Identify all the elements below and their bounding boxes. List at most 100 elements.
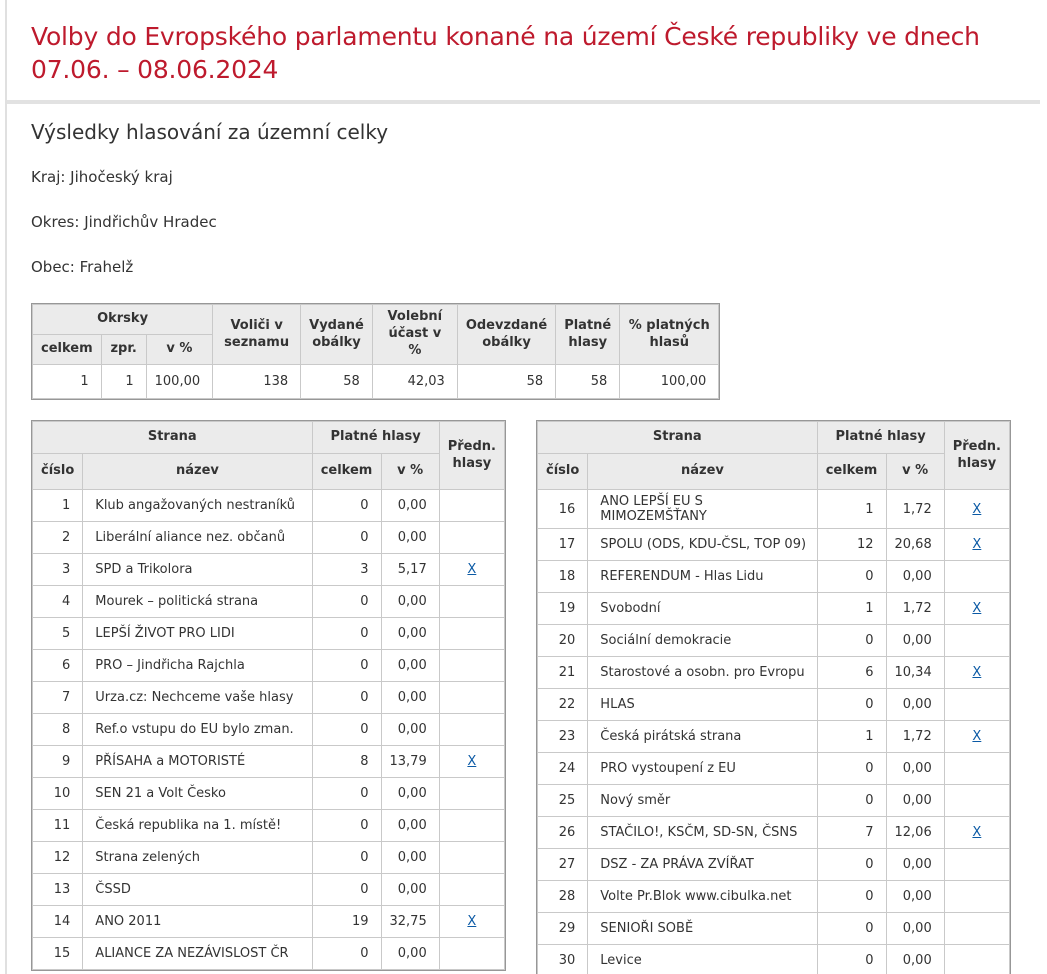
party-votes-pct: 1,72 bbox=[885, 720, 945, 753]
party-name: Levice bbox=[587, 944, 818, 974]
party-row: 7 Urza.cz: Nechceme vaše hlasy 0 0,00 bbox=[31, 681, 506, 714]
party-votes-pct: 0,00 bbox=[885, 784, 945, 817]
header-odevzdane-obalky: Odevzdané obálky bbox=[456, 304, 557, 365]
party-row: 8 Ref.o vstupu do EU bylo zman. 0 0,00 bbox=[31, 713, 506, 746]
header-nazev: název bbox=[82, 453, 313, 490]
preferential-votes-link[interactable]: X bbox=[972, 601, 982, 616]
party-name: PŘÍSAHA a MOTORISTÉ bbox=[82, 745, 313, 778]
party-votes-total: 0 bbox=[816, 848, 887, 881]
party-votes-pct: 20,68 bbox=[885, 528, 945, 561]
party-table-left: Strana Platné hlasy Předn. hlasy číslo n… bbox=[31, 420, 506, 971]
party-votes-total: 0 bbox=[816, 912, 887, 945]
header-pct-platnych-hlasu: % platných hlasů bbox=[619, 304, 720, 365]
summary-value: 42,03 bbox=[371, 364, 458, 399]
party-number: 16 bbox=[536, 489, 589, 529]
party-row: 23 Česká pirátská strana 1 1,72 X bbox=[536, 720, 1011, 753]
party-votes-pct: 5,17 bbox=[380, 553, 440, 586]
party-name: HLAS bbox=[587, 688, 818, 721]
party-votes-total: 7 bbox=[816, 816, 887, 849]
party-votes-total: 0 bbox=[311, 777, 382, 810]
party-votes-pct: 0,00 bbox=[380, 937, 440, 970]
party-votes-total: 8 bbox=[311, 745, 382, 778]
party-number: 13 bbox=[31, 873, 84, 906]
party-number: 5 bbox=[31, 617, 84, 650]
party-table-right: Strana Platné hlasy Předn. hlasy číslo n… bbox=[536, 420, 1011, 974]
header-nazev: název bbox=[587, 453, 818, 490]
preferential-votes-cell bbox=[943, 688, 1011, 721]
party-name: SEN 21 a Volt Česko bbox=[82, 777, 313, 810]
party-name: Liberální aliance nez. občanů bbox=[82, 521, 313, 554]
party-name: ČSSD bbox=[82, 873, 313, 906]
party-votes-pct: 12,06 bbox=[885, 816, 945, 849]
party-number: 26 bbox=[536, 816, 589, 849]
summary-value: 100,00 bbox=[619, 364, 720, 399]
party-name: LEPŠÍ ŽIVOT PRO LIDI bbox=[82, 617, 313, 650]
header-celkem: celkem bbox=[311, 453, 382, 490]
preferential-votes-cell: X bbox=[438, 553, 506, 586]
party-votes-pct: 0,00 bbox=[885, 848, 945, 881]
party-number: 2 bbox=[31, 521, 84, 554]
party-name: SPOLU (ODS, KDU-ČSL, TOP 09) bbox=[587, 528, 818, 561]
party-row: 22 HLAS 0 0,00 bbox=[536, 688, 1011, 721]
party-number: 24 bbox=[536, 752, 589, 785]
party-name: Mourek – politická strana bbox=[82, 585, 313, 618]
party-name: DSZ - ZA PRÁVA ZVÍŘAT bbox=[587, 848, 818, 881]
preferential-votes-link[interactable]: X bbox=[972, 825, 982, 840]
preferential-votes-cell bbox=[438, 681, 506, 714]
party-votes-total: 0 bbox=[816, 784, 887, 817]
party-name: PRO vystoupení z EU bbox=[587, 752, 818, 785]
party-number: 10 bbox=[31, 777, 84, 810]
party-votes-total: 0 bbox=[311, 521, 382, 554]
party-number: 14 bbox=[31, 905, 84, 938]
party-votes-total: 1 bbox=[816, 489, 887, 529]
header-vydane-obalky: Vydané obálky bbox=[300, 304, 373, 365]
preferential-votes-link[interactable]: X bbox=[972, 537, 982, 552]
party-votes-total: 0 bbox=[311, 649, 382, 682]
party-row: 3 SPD a Trikolora 3 5,17 X bbox=[31, 553, 506, 586]
header-platne-hlasy: Platné hlasy bbox=[311, 421, 440, 454]
party-name: Svobodní bbox=[587, 592, 818, 625]
party-name: ALIANCE ZA NEZÁVISLOST ČR bbox=[82, 937, 313, 970]
preferential-votes-link[interactable]: X bbox=[972, 501, 982, 517]
party-name: ANO 2011 bbox=[82, 905, 313, 938]
summary-value: 100,00 bbox=[145, 364, 214, 399]
party-votes-total: 0 bbox=[816, 944, 887, 974]
summary-value: 138 bbox=[212, 364, 302, 399]
party-votes-total: 19 bbox=[311, 905, 382, 938]
party-votes-total: 1 bbox=[816, 720, 887, 753]
header-okrsky-zpr: zpr. bbox=[100, 334, 147, 365]
preferential-votes-cell: X bbox=[943, 720, 1011, 753]
party-votes-pct: 0,00 bbox=[380, 713, 440, 746]
party-votes-total: 0 bbox=[311, 585, 382, 618]
party-votes-pct: 13,79 bbox=[380, 745, 440, 778]
preferential-votes-cell bbox=[943, 624, 1011, 657]
region-kraj: Kraj: Jihočeský kraj bbox=[31, 168, 173, 186]
preferential-votes-link[interactable]: X bbox=[467, 754, 477, 769]
party-row: 19 Svobodní 1 1,72 X bbox=[536, 592, 1011, 625]
party-votes-pct: 0,00 bbox=[380, 649, 440, 682]
party-votes-pct: 0,00 bbox=[885, 912, 945, 945]
party-votes-total: 1 bbox=[816, 592, 887, 625]
preferential-votes-link[interactable]: X bbox=[467, 562, 477, 577]
preferential-votes-cell bbox=[438, 649, 506, 682]
party-votes-pct: 0,00 bbox=[380, 841, 440, 874]
party-votes-total: 0 bbox=[816, 688, 887, 721]
party-votes-total: 0 bbox=[311, 681, 382, 714]
party-row: 2 Liberální aliance nez. občanů 0 0,00 bbox=[31, 521, 506, 554]
party-votes-total: 0 bbox=[311, 937, 382, 970]
party-row: 29 SENIOŘI SOBĚ 0 0,00 bbox=[536, 912, 1011, 945]
preferential-votes-link[interactable]: X bbox=[972, 729, 982, 744]
preferential-votes-link[interactable]: X bbox=[467, 914, 477, 929]
preferential-votes-cell bbox=[438, 873, 506, 906]
party-row: 13 ČSSD 0 0,00 bbox=[31, 873, 506, 906]
preferential-votes-cell bbox=[438, 521, 506, 554]
preferential-votes-link[interactable]: X bbox=[972, 665, 982, 680]
party-row: 16 ANO LEPŠÍ EU S MIMOZEMŠŤANY 1 1,72 X bbox=[536, 489, 1011, 529]
preferential-votes-cell bbox=[438, 489, 506, 522]
party-name: Volte Pr.Blok www.cibulka.net bbox=[587, 880, 818, 913]
preferential-votes-cell bbox=[438, 777, 506, 810]
party-votes-pct: 0,00 bbox=[885, 880, 945, 913]
party-votes-pct: 10,34 bbox=[885, 656, 945, 689]
party-votes-pct: 0,00 bbox=[885, 688, 945, 721]
party-votes-pct: 0,00 bbox=[885, 624, 945, 657]
